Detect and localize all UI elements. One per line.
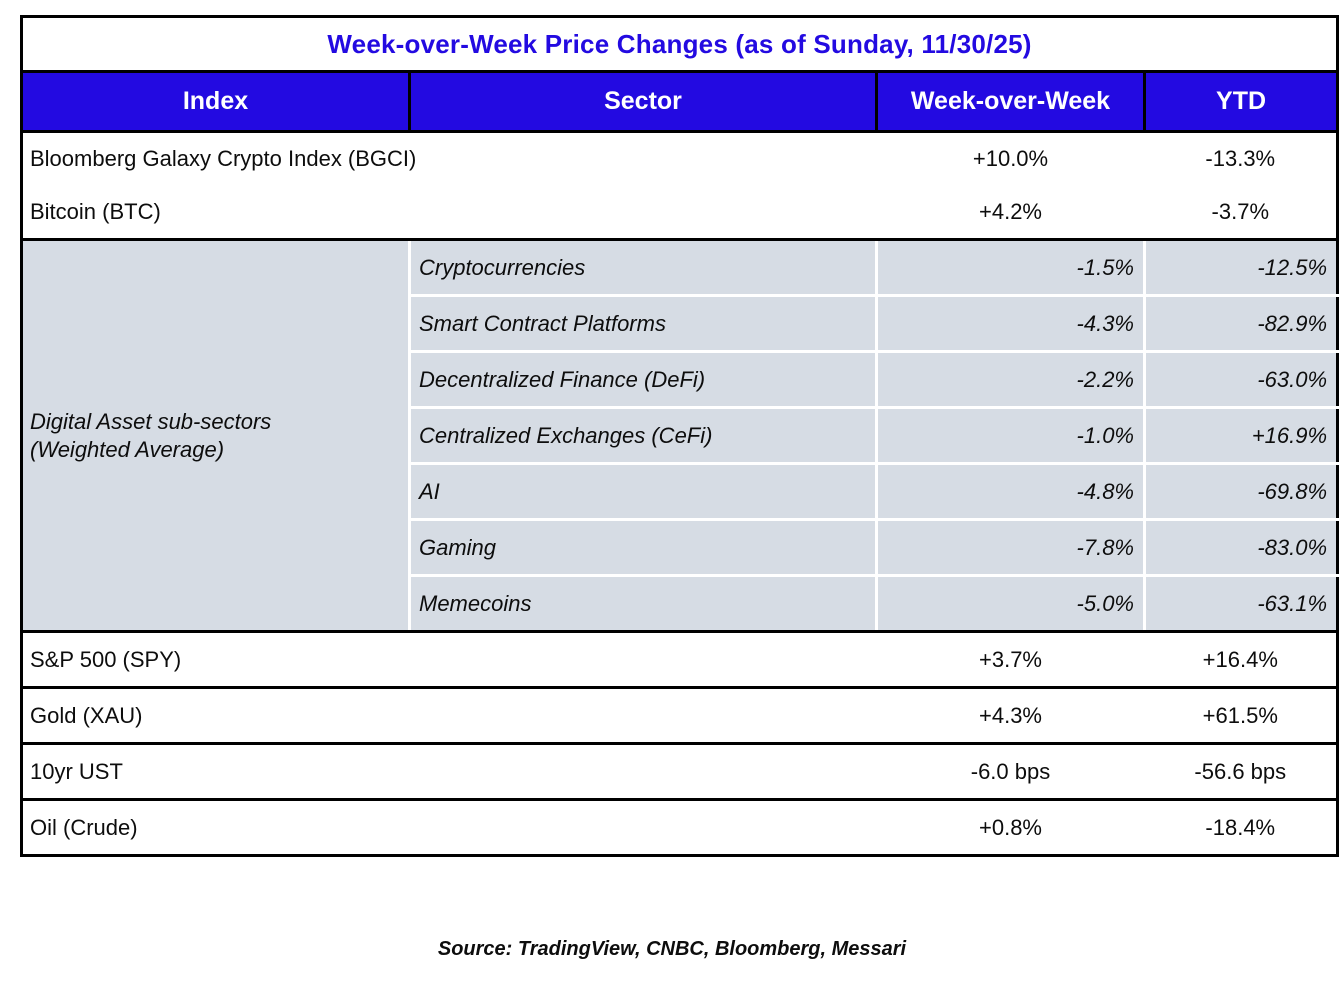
subsector-ytd-value: -63.0%: [1144, 351, 1340, 409]
table-title-row: Week-over-Week Price Changes (as of Sund…: [19, 15, 1340, 73]
row-ytd-value: -13.3%: [1144, 131, 1340, 186]
row-ytd-value: -18.4%: [1144, 799, 1340, 857]
subsector-wow-value: -4.8%: [876, 463, 1146, 521]
subsector-name: Smart Contract Platforms: [409, 295, 878, 353]
subsector-row: Memecoins -5.0% -63.1%: [22, 575, 1340, 633]
subsector-row: Digital Asset sub-sectors (Weighted Aver…: [20, 239, 1340, 633]
subsector-wow-value: -1.5%: [876, 239, 1146, 297]
table-row: 10yr UST -6.0 bps -56.6 bps: [20, 743, 1340, 801]
subsector-wow-value: -1.0%: [876, 407, 1146, 465]
row-label: Bloomberg Galaxy Crypto Index (BGCI): [20, 131, 877, 186]
row-label: Gold (XAU): [20, 687, 877, 745]
subsector-name: Decentralized Finance (DeFi): [409, 351, 878, 409]
subsection-label: Digital Asset sub-sectors (Weighted Aver…: [20, 239, 411, 633]
table-row: S&P 500 (SPY) +3.7% +16.4%: [20, 631, 1340, 689]
column-header-index: Index: [20, 70, 411, 133]
table-row: Oil (Crude) +0.8% -18.4%: [20, 799, 1340, 857]
table-row: Bloomberg Galaxy Crypto Index (BGCI) +10…: [20, 131, 1340, 186]
table-row: Bitcoin (BTC) +4.2% -3.7%: [20, 185, 1340, 241]
row-label: Bitcoin (BTC): [20, 185, 877, 241]
subsector-name: Cryptocurrencies: [409, 239, 878, 297]
row-wow-value: -6.0 bps: [876, 743, 1145, 801]
subsector-ytd-value: -69.8%: [1144, 463, 1340, 521]
row-label: Oil (Crude): [20, 799, 877, 857]
subsector-row: Centralized Exchanges (CeFi) -1.0% +16.9…: [22, 407, 1340, 465]
row-label: S&P 500 (SPY): [20, 631, 877, 689]
subsector-ytd-value: +16.9%: [1144, 407, 1340, 465]
subsector-wow-value: -2.2%: [876, 351, 1146, 409]
row-wow-value: +0.8%: [876, 799, 1145, 857]
source-note: Source: TradingView, CNBC, Bloomberg, Me…: [437, 938, 907, 960]
row-wow-value: +4.2%: [876, 185, 1145, 241]
row-label: 10yr UST: [20, 743, 877, 801]
subsector-wow-value: -5.0%: [876, 575, 1146, 633]
subsection-label-line2: (Weighted Average): [30, 436, 225, 462]
column-header-ytd: YTD: [1142, 70, 1340, 133]
subsector-ytd-value: -12.5%: [1144, 239, 1340, 297]
row-wow-value: +4.3%: [876, 687, 1145, 745]
subsection-label-line1: Digital Asset sub-sectors: [30, 409, 272, 434]
row-ytd-value: -3.7%: [1144, 185, 1340, 241]
subsector-name: AI: [409, 463, 878, 521]
subsector-wow-value: -4.3%: [876, 295, 1146, 353]
subsector-ytd-value: -83.0%: [1144, 519, 1340, 577]
row-ytd-value: +61.5%: [1144, 687, 1340, 745]
table-row: Gold (XAU) +4.3% +61.5%: [20, 687, 1340, 745]
row-ytd-value: +16.4%: [1144, 631, 1340, 689]
subsector-row: Gaming -7.8% -83.0%: [22, 519, 1340, 577]
row-ytd-value: -56.6 bps: [1144, 743, 1340, 801]
subsector-ytd-value: -63.1%: [1144, 575, 1340, 633]
table-header-row: Index Sector Week-over-Week YTD: [20, 70, 1340, 133]
subsector-wow-value: -7.8%: [876, 519, 1146, 577]
subsector-name: Gaming: [409, 519, 878, 577]
row-wow-value: +3.7%: [876, 631, 1145, 689]
column-header-wow: Week-over-Week: [875, 70, 1146, 133]
subsector-ytd-value: -82.9%: [1144, 295, 1340, 353]
table-title: Week-over-Week Price Changes (as of Sund…: [19, 15, 1340, 73]
price-changes-table: Week-over-Week Price Changes (as of Sund…: [19, 15, 1340, 857]
subsector-row: Smart Contract Platforms -4.3% -82.9%: [22, 295, 1340, 353]
subsector-row: AI -4.8% -69.8%: [22, 463, 1340, 521]
subsector-name: Memecoins: [409, 575, 878, 633]
row-wow-value: +10.0%: [876, 131, 1145, 186]
subsector-row: Decentralized Finance (DeFi) -2.2% -63.0…: [22, 351, 1340, 409]
column-header-sector: Sector: [408, 70, 878, 133]
subsector-name: Centralized Exchanges (CeFi): [409, 407, 878, 465]
